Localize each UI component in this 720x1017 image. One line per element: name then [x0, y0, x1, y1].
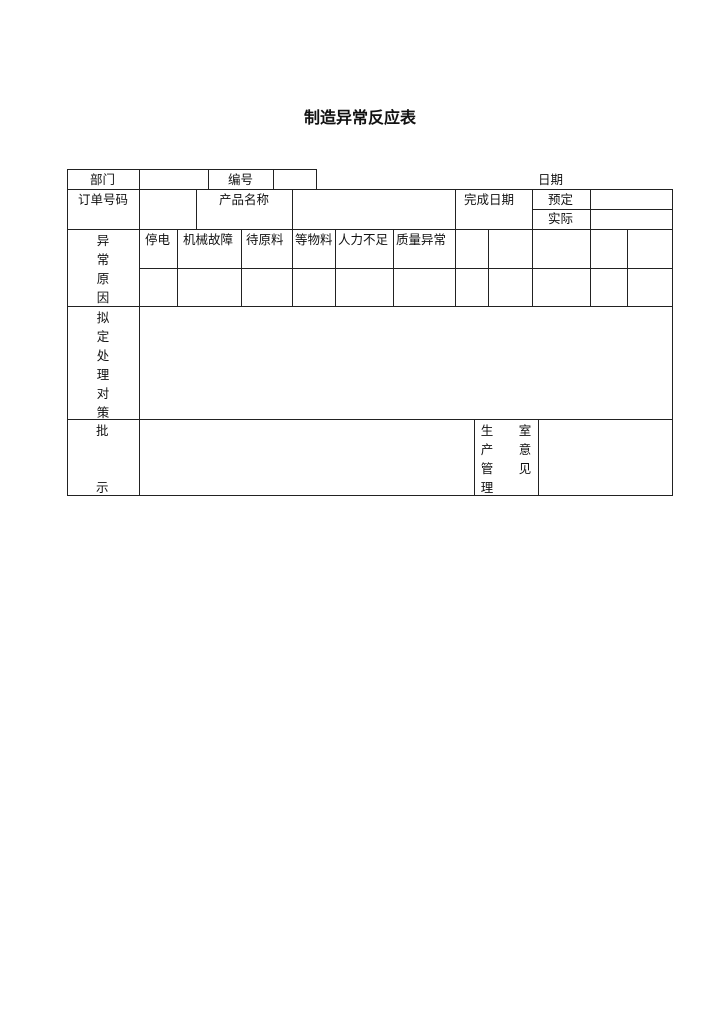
order-no-label: 订单号码	[78, 192, 129, 207]
approval-label-top: 批	[96, 423, 109, 438]
table-rule	[455, 189, 457, 230]
table-rule	[139, 306, 141, 420]
table-rule	[474, 419, 476, 496]
label-char: 理	[480, 480, 494, 495]
cause-label: 异 常 原 因	[93, 231, 113, 307]
table-rule	[139, 189, 141, 230]
label-char: 策	[96, 405, 110, 420]
table-rule	[67, 419, 69, 496]
table-rule	[292, 229, 294, 307]
table-rule	[292, 189, 294, 230]
table-rule	[672, 189, 674, 230]
number-label: 编号	[228, 172, 254, 187]
label-char: 室	[518, 423, 532, 438]
actual-label: 实际	[548, 211, 574, 226]
label-char: 管	[480, 461, 494, 476]
table-rule	[67, 306, 69, 420]
table-rule	[139, 169, 141, 190]
table-rule	[67, 229, 673, 231]
table-rule	[177, 229, 179, 307]
table-rule	[196, 189, 198, 230]
product-name-label: 产品名称	[219, 192, 270, 207]
table-rule	[139, 268, 673, 270]
table-rule	[455, 229, 457, 307]
date-label: 日期	[538, 172, 564, 187]
table-rule	[672, 306, 674, 420]
label-char: 原	[96, 271, 110, 286]
label-char: 产	[480, 442, 494, 457]
table-rule	[672, 419, 674, 496]
label-char: 因	[96, 290, 110, 305]
table-rule	[67, 169, 69, 190]
table-rule	[393, 229, 395, 307]
cause-item: 停电	[145, 232, 171, 247]
table-rule	[67, 189, 69, 230]
label-char: 意	[518, 442, 532, 457]
dept-label: 部门	[90, 172, 116, 187]
label-char: 理	[96, 367, 110, 382]
table-rule	[335, 229, 337, 307]
table-rule	[67, 229, 69, 307]
table-rule	[488, 229, 490, 307]
label-char: 对	[96, 386, 110, 401]
cause-item: 机械故障	[183, 232, 234, 247]
table-rule	[538, 419, 540, 496]
table-rule	[532, 189, 534, 230]
table-rule	[590, 229, 592, 307]
table-rule	[316, 169, 318, 190]
measures-label: 拟 定 处 理 对 策	[93, 308, 113, 422]
label-char: 生	[480, 423, 494, 438]
table-rule	[241, 229, 243, 307]
table-rule	[67, 189, 673, 191]
table-rule	[590, 189, 592, 230]
completion-date-label: 完成日期	[464, 192, 515, 207]
opinion-label: 室 意 见	[515, 421, 535, 478]
table-rule	[139, 229, 141, 307]
table-rule	[273, 169, 275, 190]
production-mgmt-label: 生 产 管 理	[477, 421, 497, 497]
table-rule	[67, 419, 673, 421]
table-rule	[672, 229, 674, 307]
table-rule	[67, 306, 673, 308]
label-char: 处	[96, 348, 110, 363]
cause-item: 质量异常	[396, 232, 447, 247]
table-rule	[208, 169, 210, 190]
table-rule	[627, 229, 629, 307]
label-char: 常	[96, 252, 110, 267]
table-rule	[67, 495, 673, 497]
page-title: 制造异常反应表	[303, 108, 416, 127]
approval-label-bottom: 示	[96, 480, 109, 495]
label-char: 定	[96, 329, 110, 344]
table-rule	[139, 419, 141, 496]
table-rule	[67, 169, 317, 171]
cause-item: 人力不足	[338, 232, 389, 247]
table-rule	[532, 209, 673, 211]
label-char: 异	[96, 233, 110, 248]
table-rule	[532, 229, 534, 307]
cause-item: 待原料	[246, 232, 284, 247]
cause-item: 等物料	[295, 232, 333, 247]
label-char: 拟	[96, 310, 110, 325]
label-char: 见	[518, 461, 532, 476]
planned-label: 预定	[548, 192, 574, 207]
